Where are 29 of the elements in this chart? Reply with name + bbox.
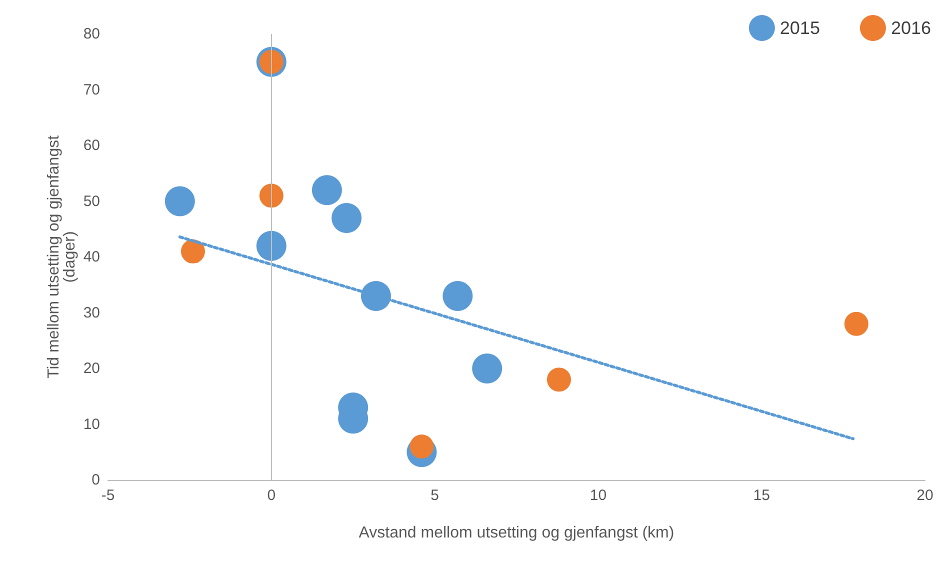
point <box>442 281 473 312</box>
x-tick-label: 5 <box>430 487 439 504</box>
y-tick-label: 30 <box>83 304 100 322</box>
y-tick-label: 70 <box>83 81 100 98</box>
point <box>547 368 571 392</box>
point <box>844 312 868 336</box>
y-axis-title: Tid mellom utsetting og gjenfangst (dager) <box>46 134 78 379</box>
point <box>259 184 284 208</box>
x-tick-label: -5 <box>101 487 115 504</box>
x-tick-label: 0 <box>267 487 276 504</box>
legend-label: 2015 <box>780 18 820 38</box>
y-tick-label: 80 <box>83 26 100 42</box>
point <box>256 230 286 261</box>
x-tick-label: 20 <box>916 487 934 504</box>
y-tick-label: 50 <box>83 192 100 210</box>
legend-label: 2016 <box>890 18 932 38</box>
point <box>164 186 195 216</box>
point <box>312 175 342 206</box>
y-tick-label: 10 <box>83 416 100 433</box>
point <box>180 239 205 264</box>
y-tick-label: 0 <box>92 472 100 488</box>
point <box>332 202 362 233</box>
x-axis-title: Avstand mellom utsetting og gjenfangst (km) <box>358 524 674 542</box>
x-tick-label: 15 <box>753 487 770 504</box>
y-tick-label: 40 <box>83 248 100 266</box>
y-tick-label: 60 <box>83 137 100 154</box>
y-tick-label: 20 <box>83 360 100 377</box>
x-tick-label: 10 <box>590 487 607 504</box>
point <box>472 354 502 384</box>
